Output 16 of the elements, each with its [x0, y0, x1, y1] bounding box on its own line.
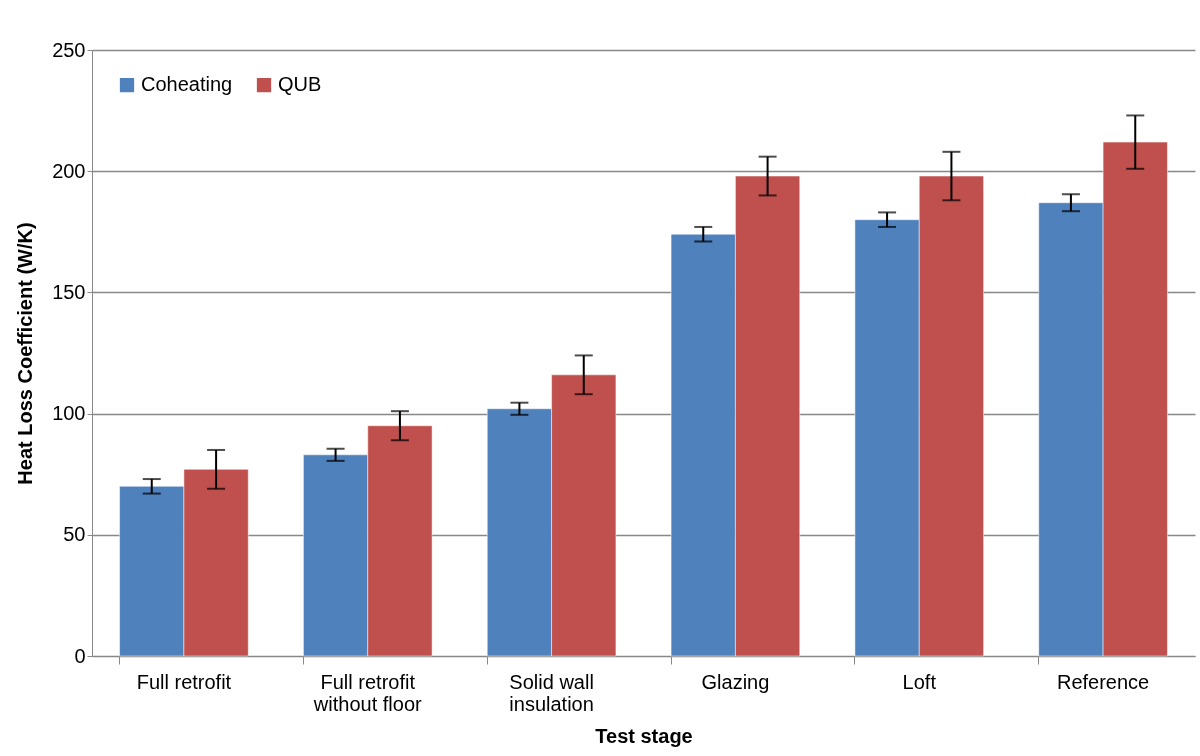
x-tick-label: Full retrofit	[136, 670, 232, 693]
y-tick-label: 0	[74, 644, 86, 667]
y-tick-label: 200	[52, 159, 86, 182]
legend-label: Coheating	[141, 73, 233, 96]
x-tick-label: Glazing	[701, 670, 770, 693]
y-axis-title: Heat Loss Coefficient (W/K)	[14, 222, 37, 485]
y-tick-label: 100	[52, 402, 86, 425]
y-tick-label: 50	[63, 523, 86, 546]
y-tick-label: 150	[52, 280, 86, 303]
x-tick-label: Solid wall insulation	[509, 670, 594, 715]
x-tick-label: Reference	[1056, 670, 1150, 693]
legend-label: QUB	[278, 73, 322, 96]
x-tick-label: Loft	[902, 670, 937, 693]
x-axis-title: Test stage	[595, 724, 693, 747]
y-tick-label: 250	[52, 38, 86, 61]
x-tick-label: Full retrofit without floor	[312, 670, 422, 715]
